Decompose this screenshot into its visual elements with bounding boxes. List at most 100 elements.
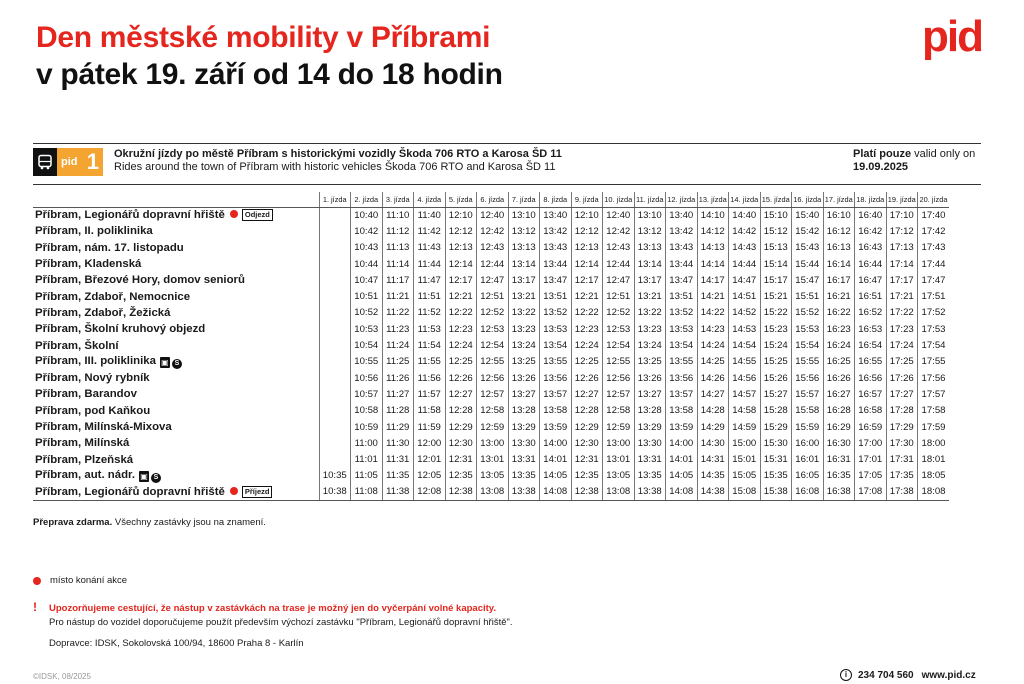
departure-time: 15:05 (728, 467, 760, 485)
header-divider (33, 143, 981, 144)
departure-time: 12:01 (413, 451, 445, 468)
departure-time (318, 386, 351, 403)
departure-time: 10:56 (350, 369, 382, 387)
departure-time: 12:27 (570, 386, 603, 403)
departure-time: 16:00 (791, 435, 823, 452)
departure-time: 17:08 (854, 484, 886, 501)
departure-time: 13:21 (507, 288, 540, 305)
departure-time: 14:40 (728, 207, 760, 224)
departure-time: 15:24 (759, 337, 792, 354)
departure-time: 17:29 (885, 418, 918, 436)
departure-time: 17:14 (885, 255, 918, 273)
departure-time: 16:57 (854, 386, 886, 403)
departure-time: 12:29 (444, 418, 477, 436)
departure-time: 15:08 (728, 484, 760, 501)
departure-time (318, 255, 351, 273)
departure-time: 16:05 (791, 467, 823, 485)
departure-time: 14:01 (665, 451, 697, 468)
departure-time: 10:42 (350, 223, 382, 240)
departure-time: 10:59 (350, 418, 382, 436)
departure-time: 13:43 (665, 239, 697, 256)
departure-time: 13:28 (633, 402, 666, 419)
departure-time (318, 321, 351, 338)
valid-date: 19.09.2025 (853, 161, 909, 173)
departure-time: 12:53 (602, 321, 634, 338)
venue-dot-icon (33, 576, 41, 585)
departure-time: 13:10 (507, 207, 540, 224)
departure-time: 12:44 (602, 255, 634, 273)
departure-time: 13:14 (633, 255, 666, 273)
departure-time: 14:35 (696, 467, 729, 485)
departure-time: 17:35 (885, 467, 918, 485)
bus-icon (33, 148, 57, 176)
departure-time: 13:29 (633, 418, 666, 436)
departure-time: 13:00 (476, 435, 508, 452)
departure-time: 13:44 (539, 255, 571, 273)
departure-time: 16:55 (854, 353, 886, 370)
departure-time: 12:54 (476, 337, 508, 354)
departure-time: 17:01 (854, 451, 886, 468)
departure-time: 12:51 (602, 288, 634, 305)
departure-time: 12:14 (444, 255, 477, 273)
departure-time: 11:23 (381, 321, 414, 338)
departure-time: 15:55 (791, 353, 823, 370)
departure-time: 13:22 (633, 304, 666, 322)
departure-time: 16:17 (822, 272, 855, 289)
departure-time: 15:14 (759, 255, 792, 273)
route-desc-cz: Okružní jízdy po městě Příbram s histori… (114, 148, 562, 160)
trip-header: 13. jízda (696, 192, 729, 208)
suburban-rail-icon: S (151, 472, 162, 483)
stop-label: Příbram, II. poliklinika (35, 225, 153, 238)
trip-header: 5. jízda (444, 192, 477, 208)
departure-time: 14:51 (728, 288, 760, 305)
website-link[interactable]: www.pid.cz (921, 669, 976, 681)
trip-header: 19. jízda (885, 192, 918, 208)
departure-time: 18:05 (917, 467, 949, 485)
stop-label: Příbram, Plzeňská (35, 453, 134, 466)
departure-time: 16:23 (822, 321, 855, 338)
departure-time: 16:29 (822, 418, 855, 436)
departure-time (318, 223, 351, 240)
train-icon: ▣ (139, 470, 150, 482)
departure-time: 11:26 (381, 369, 414, 387)
departure-time: 13:54 (539, 337, 571, 354)
departure-time: 12:23 (570, 321, 603, 338)
departure-time: 16:10 (822, 207, 855, 224)
departure-time: 13:40 (539, 207, 571, 224)
departure-time: 12:58 (602, 402, 634, 419)
departure-time: 14:17 (696, 272, 729, 289)
departure-time: 15:27 (759, 386, 792, 403)
direction-tag: Odjezd (241, 209, 273, 222)
departure-time: 12:43 (602, 239, 634, 256)
contact: i 234 704 560 www.pid.cz (840, 669, 976, 681)
trip-header: 15. jízda (759, 192, 792, 208)
departure-time: 13:10 (633, 207, 666, 224)
departure-time: 12:27 (444, 386, 477, 403)
departure-time: 12:30 (570, 435, 603, 452)
departure-time: 13:01 (476, 451, 508, 468)
departure-time: 14:57 (728, 386, 760, 403)
departure-time: 11:00 (350, 435, 382, 452)
departure-time: 12:14 (570, 255, 603, 273)
departure-time: 13:35 (507, 467, 540, 485)
suburban-rail-icon: S (171, 358, 182, 369)
trip-header: 1. jízda (318, 192, 351, 208)
departure-time: 15:43 (791, 239, 823, 256)
table-row: Příbram, aut. nádr. ▣ S 10:35 11:05 11:35 12:0… (33, 467, 949, 485)
departure-time: 17:47 (917, 272, 949, 289)
departure-time: 16:58 (854, 402, 886, 419)
departure-time: 13:13 (507, 239, 540, 256)
train-icon: ▣ (159, 356, 170, 368)
departure-time: 15:29 (759, 418, 792, 436)
stop-label: Příbram, Školní (35, 339, 119, 352)
departure-time: 13:05 (602, 467, 634, 485)
departure-time: 14:13 (696, 239, 729, 256)
departure-time: 14:05 (665, 467, 697, 485)
departure-time: 16:26 (822, 369, 855, 387)
departure-time: 12:12 (444, 223, 477, 240)
departure-time: 10:43 (350, 239, 382, 256)
departure-time: 13:38 (507, 484, 540, 501)
stop-name: Příbram, Milínská (33, 435, 319, 451)
departure-time: 11:21 (381, 288, 414, 305)
route-number: 1 (82, 148, 103, 176)
